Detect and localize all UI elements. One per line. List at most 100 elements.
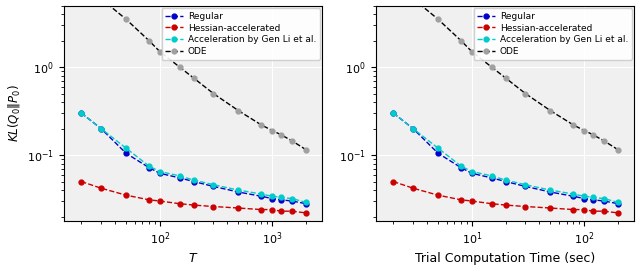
ODE: [176, 65, 184, 69]
Acceleration by Gen Li et al.: [156, 170, 164, 173]
Regular: [190, 180, 198, 183]
Regular: [502, 180, 509, 183]
Regular: [589, 198, 597, 201]
Acceleration by Gen Li et al.: [488, 174, 495, 178]
Regular: [488, 176, 495, 179]
Regular: [97, 127, 105, 130]
Acceleration by Gen Li et al.: [389, 111, 397, 115]
Regular: [176, 176, 184, 179]
Legend: Regular, Hessian-accelerated, Acceleration by Gen Li et al., ODE: Regular, Hessian-accelerated, Accelerati…: [161, 8, 320, 60]
Regular: [156, 172, 164, 175]
Acceleration by Gen Li et al.: [234, 188, 242, 192]
Acceleration by Gen Li et al.: [468, 170, 476, 173]
Y-axis label: $KL(Q_0\|P_0)$: $KL(Q_0\|P_0)$: [6, 84, 22, 142]
Line: Regular: Regular: [391, 111, 620, 206]
X-axis label: $T$: $T$: [188, 253, 198, 265]
ODE: [288, 139, 296, 143]
Regular: [257, 195, 265, 198]
ODE: [614, 148, 622, 151]
Acceleration by Gen Li et al.: [547, 188, 554, 192]
Regular: [614, 202, 622, 205]
Hessian-accelerated: [209, 205, 217, 208]
ODE: [589, 133, 597, 136]
ODE: [468, 50, 476, 53]
Line: Hessian-accelerated: Hessian-accelerated: [79, 179, 308, 215]
ODE: [434, 18, 442, 21]
Hessian-accelerated: [190, 204, 198, 207]
Acceleration by Gen Li et al.: [277, 196, 285, 199]
Acceleration by Gen Li et al.: [176, 174, 184, 178]
ODE: [234, 109, 242, 112]
Regular: [600, 199, 608, 203]
ODE: [547, 109, 554, 112]
Acceleration by Gen Li et al.: [288, 197, 296, 200]
Hessian-accelerated: [268, 208, 276, 211]
Acceleration by Gen Li et al.: [600, 197, 608, 200]
Regular: [209, 185, 217, 188]
Acceleration by Gen Li et al.: [145, 164, 153, 168]
Acceleration by Gen Li et al.: [457, 164, 465, 168]
Acceleration by Gen Li et al.: [409, 127, 417, 130]
ODE: [302, 148, 310, 151]
Hessian-accelerated: [580, 208, 588, 211]
Hessian-accelerated: [234, 207, 242, 210]
Hessian-accelerated: [570, 208, 577, 211]
Line: Acceleration by Gen Li et al.: Acceleration by Gen Li et al.: [79, 111, 308, 205]
Regular: [234, 191, 242, 194]
Hessian-accelerated: [457, 198, 465, 201]
Hessian-accelerated: [77, 180, 85, 183]
ODE: [190, 76, 198, 80]
Hessian-accelerated: [522, 205, 529, 208]
Hessian-accelerated: [547, 207, 554, 210]
Regular: [288, 199, 296, 203]
Acceleration by Gen Li et al.: [257, 192, 265, 196]
Hessian-accelerated: [409, 186, 417, 190]
Line: ODE: ODE: [79, 0, 308, 152]
Acceleration by Gen Li et al.: [522, 183, 529, 186]
Regular: [145, 166, 153, 169]
Acceleration by Gen Li et al.: [97, 127, 105, 130]
Acceleration by Gen Li et al.: [122, 146, 130, 150]
Line: Regular: Regular: [79, 111, 308, 206]
Hessian-accelerated: [600, 209, 608, 213]
ODE: [209, 92, 217, 95]
Acceleration by Gen Li et al.: [77, 111, 85, 115]
Hessian-accelerated: [434, 193, 442, 197]
Acceleration by Gen Li et al.: [570, 192, 577, 196]
ODE: [457, 39, 465, 42]
Regular: [122, 151, 130, 155]
Regular: [409, 127, 417, 130]
ODE: [600, 139, 608, 143]
Hessian-accelerated: [257, 208, 265, 211]
Acceleration by Gen Li et al.: [580, 195, 588, 198]
Regular: [570, 195, 577, 198]
ODE: [570, 123, 577, 127]
Hessian-accelerated: [122, 193, 130, 197]
ODE: [145, 39, 153, 42]
Hessian-accelerated: [302, 211, 310, 215]
ODE: [156, 50, 164, 53]
Acceleration by Gen Li et al.: [502, 178, 509, 182]
ODE: [502, 76, 509, 80]
Regular: [389, 111, 397, 115]
Regular: [77, 111, 85, 115]
ODE: [488, 65, 495, 69]
X-axis label: Trial Computation Time (sec): Trial Computation Time (sec): [415, 253, 595, 265]
Acceleration by Gen Li et al.: [268, 195, 276, 198]
Hessian-accelerated: [488, 202, 495, 205]
Acceleration by Gen Li et al.: [302, 201, 310, 204]
Hessian-accelerated: [176, 202, 184, 205]
Hessian-accelerated: [614, 211, 622, 215]
Hessian-accelerated: [502, 204, 509, 207]
Acceleration by Gen Li et al.: [209, 183, 217, 186]
Regular: [522, 185, 529, 188]
Hessian-accelerated: [156, 199, 164, 203]
ODE: [257, 123, 265, 127]
ODE: [122, 18, 130, 21]
Hessian-accelerated: [389, 180, 397, 183]
ODE: [268, 129, 276, 132]
Line: Acceleration by Gen Li et al.: Acceleration by Gen Li et al.: [391, 111, 620, 205]
ODE: [522, 92, 529, 95]
Line: ODE: ODE: [391, 0, 620, 152]
Regular: [277, 198, 285, 201]
